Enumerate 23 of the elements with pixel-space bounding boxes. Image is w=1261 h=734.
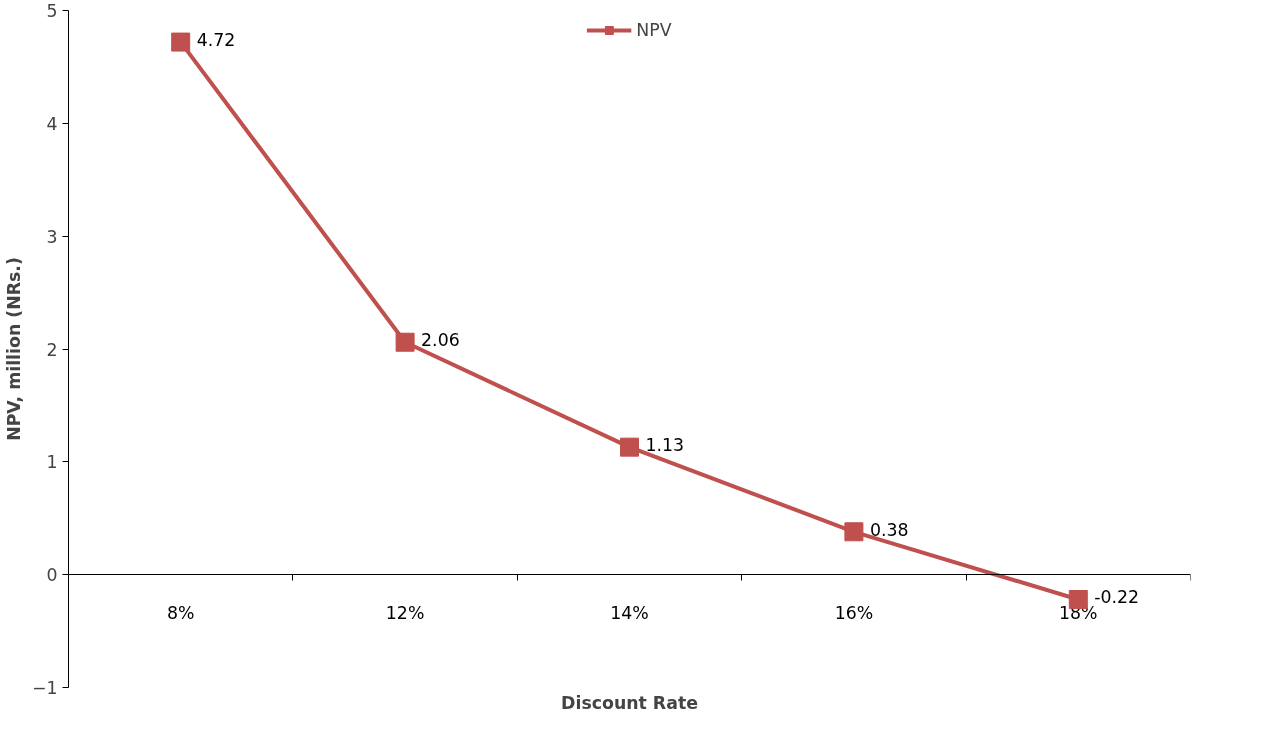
point	[395, 332, 415, 352]
legend-label: NPV	[636, 20, 672, 40]
data-label: 2.06	[421, 330, 460, 351]
x-tick-label: 8%	[166, 602, 195, 623]
y-axis-title: NPV, million (NRs.)	[3, 257, 24, 441]
point	[844, 522, 864, 542]
y-tick-label: 3	[46, 226, 58, 247]
y-tick-label: 5	[46, 1, 58, 21]
data-label: -0.22	[1094, 587, 1140, 608]
y-tick-label: 1	[46, 452, 58, 473]
x-tick-label: 12%	[385, 602, 425, 623]
data-label: 0.38	[869, 519, 909, 540]
point	[620, 437, 639, 457]
data-label: 4.72	[196, 30, 236, 51]
x-tick-label: 16%	[834, 602, 874, 623]
y-tick-label: 2	[46, 339, 58, 360]
data-label: 1.13	[645, 435, 685, 456]
x-tick-label: 14%	[610, 602, 649, 623]
point	[171, 32, 191, 52]
y-tick-label: 4	[46, 113, 58, 134]
x-axis-title: Discount Rate	[561, 692, 698, 713]
y-tick-label: 0	[46, 565, 58, 586]
y-tick-label: −1	[31, 678, 58, 698]
